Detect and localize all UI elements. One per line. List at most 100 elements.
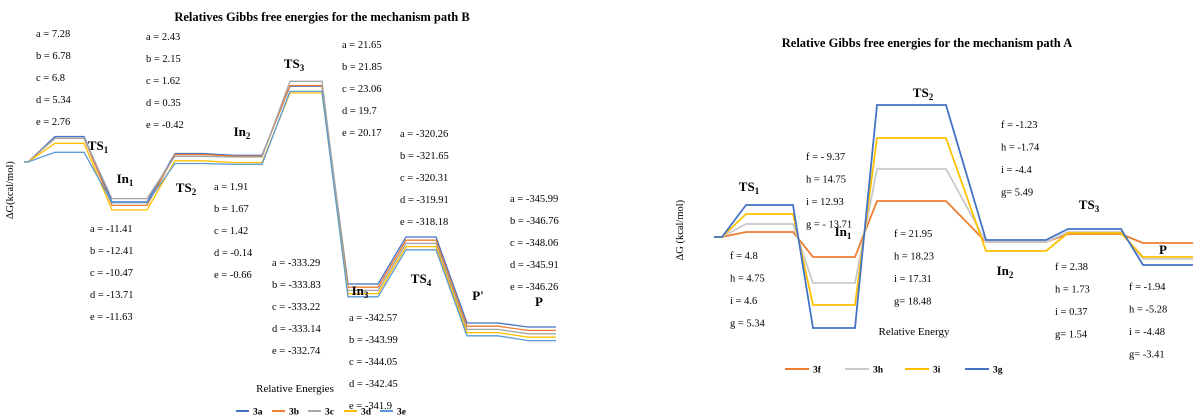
legend: 3a 3b 3c 3d 3e [236, 408, 406, 418]
data-label: c = 1.42 [214, 226, 248, 237]
level-labels: TS1 In1 TS2 In2 TS3 In3 TS4 P' P [88, 56, 543, 309]
level-label-ts1: TS1 [88, 138, 109, 155]
data-label: d = -0.14 [214, 248, 253, 259]
data-label: e = 20.17 [342, 128, 381, 139]
chart-title: Relative Gibbs free energies for the mec… [782, 36, 1072, 50]
chart-path-b: Relatives Gibbs free energies for the me… [5, 10, 559, 418]
data-label: d = -319.91 [400, 195, 449, 206]
legend-label-3e: 3e [397, 408, 406, 418]
data-label: d = -13.71 [90, 290, 134, 301]
data-label: d = -333.14 [272, 324, 322, 335]
data-label: e = -341.9 [349, 401, 392, 412]
series-lines [24, 80, 556, 342]
data-label: d = 5.34 [36, 95, 72, 106]
series-line-3h [714, 168, 1193, 284]
data-label: c = -348.06 [510, 238, 558, 249]
data-label: d = -345.91 [510, 260, 559, 271]
level-label-ts4: TS4 [411, 271, 432, 288]
level-label-in2: In2 [234, 124, 251, 141]
value-block: a = -333.29 b = -333.83 c = -333.22 d = -33… [272, 258, 322, 357]
level-label-ts3: TS3 [284, 56, 305, 73]
data-label: i = 12.93 [806, 197, 844, 208]
level-label-p: P [1159, 242, 1167, 257]
data-label: e = -318.18 [400, 217, 448, 228]
data-label: f = 21.95 [894, 229, 932, 240]
data-label: b = -12.41 [90, 246, 134, 257]
data-label: h = 18.23 [894, 252, 934, 263]
data-label: a = 2.43 [146, 32, 180, 43]
value-blocks: a = 7.28b = 6.78c = 6.8d = 5.34e = 2.76a… [36, 29, 559, 412]
data-label: i = 17.31 [894, 274, 932, 285]
data-label: b = 6.78 [36, 51, 71, 62]
value-block: f = 21.95 h = 18.23 i = 17.31 g= 18.48 [894, 229, 934, 308]
value-block: a = -11.41 b = -12.41 c = -10.47 d = -13.71… [90, 224, 134, 323]
legend: 3f 3h 3i 3g [785, 366, 1003, 376]
data-label: h = 1.73 [1055, 285, 1090, 296]
series-line-3i [714, 137, 1193, 306]
level-label-in2: In2 [997, 263, 1014, 280]
x-axis-label: Relative Energies [256, 383, 334, 395]
level-label-p: P [535, 294, 543, 309]
chart-path-a: Relative Gibbs free energies for the mec… [660, 0, 1193, 420]
data-label: a = 7.28 [36, 29, 70, 40]
level-label-ts2: TS2 [913, 85, 934, 102]
data-label: c = -320.31 [400, 173, 448, 184]
data-label: f = - 9.37 [806, 152, 845, 163]
y-axis-label: ∆G (kcal/mol) [675, 199, 686, 260]
value-block: a = 2.43 b = 2.15 c = 1.62 d = 0.35 e = -0.4… [146, 32, 184, 131]
data-label: i = 0.37 [1055, 307, 1087, 318]
series-lines [714, 104, 1193, 329]
chart-path-a-svg: Relative Gibbs free energies for the mec… [675, 36, 1193, 376]
data-label: c = -344.05 [349, 357, 397, 368]
data-label: b = -346.76 [510, 216, 559, 227]
data-label: c = 1.62 [146, 76, 180, 87]
data-label: f = 2.38 [1055, 262, 1088, 273]
data-label: b = 2.15 [146, 54, 181, 65]
data-label: d = -342.45 [349, 379, 398, 390]
data-label: d = 0.35 [146, 98, 181, 109]
level-labels: TS1 In1 TS2 In2 TS3 P [739, 85, 1167, 280]
data-label: g = - 13.71 [806, 220, 852, 231]
data-label: f = -1.94 [1129, 282, 1166, 293]
series-line-3e [24, 90, 556, 342]
data-label: c = -10.47 [90, 268, 133, 279]
data-label: c = -333.22 [272, 302, 320, 313]
data-label: a = -345.99 [510, 194, 558, 205]
level-label-in3: In3 [352, 283, 369, 300]
data-label: b = 1.67 [214, 204, 249, 215]
value-block: f = -1.94 h = -5.28 i = -4.48 g= -3.41 [1129, 282, 1167, 361]
value-block: a = -345.99 b = -346.76 c = -348.06 d = -34… [510, 194, 559, 293]
data-label: f = 4.8 [730, 251, 758, 262]
data-label: a = 21.65 [342, 40, 381, 51]
value-block: a = 21.65 b = 21.85 c = 23.06 d = 19.7 e = 2… [342, 40, 382, 139]
legend-label-3c: 3c [325, 408, 334, 418]
data-label: e = 2.76 [36, 117, 70, 128]
legend-label-3b: 3b [289, 408, 299, 418]
data-label: g= -3.41 [1129, 350, 1165, 361]
level-label-ts3: TS3 [1079, 197, 1100, 214]
data-label: b = 21.85 [342, 62, 382, 73]
level-label-pprime: P' [472, 288, 484, 303]
data-label: c = 6.8 [36, 73, 65, 84]
data-label: i = 4.6 [730, 296, 757, 307]
data-label: a = -333.29 [272, 258, 320, 269]
data-label: d = 19.7 [342, 106, 377, 117]
data-label: g= 1.54 [1055, 330, 1088, 341]
data-label: e = -346.26 [510, 282, 558, 293]
level-label-in1: In1 [835, 224, 852, 241]
data-label: c = 23.06 [342, 84, 381, 95]
legend-label-3d: 3d [361, 408, 372, 418]
data-label: e = -332.74 [272, 346, 321, 357]
series-line-3g [714, 104, 1193, 329]
data-label: g= 5.49 [1001, 188, 1033, 199]
legend-label-3g: 3g [993, 366, 1003, 376]
data-label: b = -333.83 [272, 280, 321, 291]
legend-label-3i: 3i [933, 366, 941, 376]
value-block: a = 7.28 b = 6.78 c = 6.8 d = 5.34 e = 2.76 [36, 29, 72, 128]
series-line-3f [714, 200, 1193, 258]
value-block: f = 4.8 h = 4.75 i = 4.6 g = 5.34 [730, 251, 766, 330]
x-axis-label: Relative Energy [879, 326, 950, 338]
data-label: e = -0.42 [146, 120, 184, 131]
data-label: h = 14.75 [806, 175, 846, 186]
data-label: g= 18.48 [894, 297, 931, 308]
